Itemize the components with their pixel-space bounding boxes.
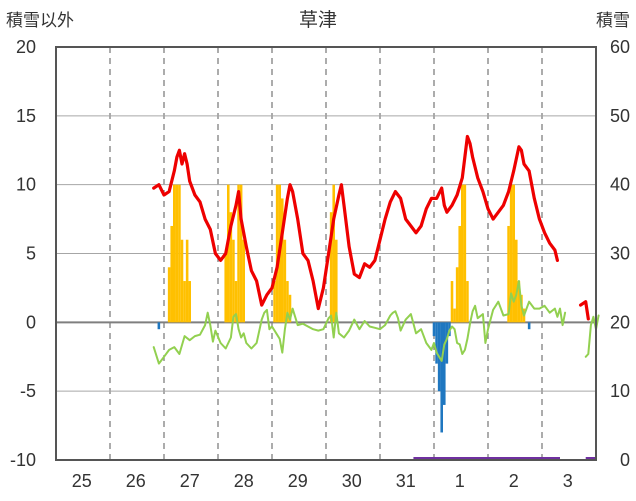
snowfall-bar [453, 308, 456, 323]
snowfall-bar [273, 281, 276, 323]
snow_depth-line [152, 134, 560, 311]
right-tick-label: 10 [610, 381, 630, 401]
left-tick-label: 10 [16, 175, 36, 195]
snowfall-bar [512, 184, 515, 323]
precipitation-bar [440, 322, 443, 433]
precipitation-bar [432, 322, 436, 337]
right-tick-label: 0 [620, 450, 630, 470]
snowfall-bar [185, 239, 189, 323]
precipitation-bar [445, 322, 449, 364]
snowfall-bar [507, 225, 510, 323]
x-tick-label: 28 [234, 471, 254, 491]
snowfall-bar [234, 281, 238, 323]
precipitation-bar [443, 322, 446, 405]
left-tick-label: 5 [26, 244, 36, 264]
snowfall-bar [170, 225, 173, 323]
snowfall-bar [178, 184, 181, 323]
snowfall-bar [332, 184, 335, 323]
chart-title: 草津 [299, 9, 337, 31]
snowfall-bar [335, 239, 338, 323]
snowfall-bar [175, 184, 179, 323]
snowfall-bar [286, 281, 289, 323]
x-tick-label: 30 [342, 471, 362, 491]
snowfall-bar [515, 239, 518, 323]
plot-frame [55, 46, 597, 461]
left-tick-label: 15 [16, 106, 36, 126]
left-tick-label: 20 [16, 37, 36, 57]
snowfall-bar [227, 184, 230, 323]
sunshine-band [585, 457, 596, 460]
snowfall-bar [455, 267, 459, 323]
right-tick-label: 20 [610, 312, 630, 332]
sunshine-band [413, 457, 560, 460]
precipitation-bar [157, 322, 161, 330]
x-tick-label: 3 [563, 471, 573, 491]
snowfall-bar [180, 239, 184, 323]
snowfall-bar [239, 184, 243, 323]
snowfall-bar [167, 267, 171, 323]
snowfall-bar [509, 184, 513, 323]
left-axis-label: 積雪以外 [6, 11, 74, 30]
snowfall-bar [242, 239, 245, 323]
snowfall-bar [466, 281, 469, 323]
precipitation-bar [435, 322, 438, 364]
x-tick-label: 25 [72, 471, 92, 491]
snowfall-bar [463, 184, 467, 323]
x-tick-label: 27 [180, 471, 200, 491]
snowfall-bar [450, 281, 454, 323]
snowfall-bar [237, 184, 240, 323]
x-tick-label: 26 [126, 471, 146, 491]
x-tick-label: 1 [455, 471, 465, 491]
snowfall-bar [288, 294, 292, 323]
snowfall-bar [232, 239, 235, 323]
right-axis-label: 積雪 [596, 11, 630, 30]
x-tick-label: 2 [509, 471, 519, 491]
right-tick-label: 40 [610, 175, 630, 195]
snowfall-bar [458, 225, 461, 323]
left-tick-label: -5 [20, 381, 36, 401]
snowfall-bar [229, 212, 233, 323]
snowfall-bar [224, 253, 227, 323]
snowfall-bar [275, 184, 279, 323]
right-tick-label: 60 [610, 37, 630, 57]
snowfall-bar [188, 281, 191, 323]
lines-layer [152, 134, 600, 365]
frame-layer [55, 46, 597, 461]
x-tick-label: 29 [288, 471, 308, 491]
bars-layer [157, 184, 596, 460]
snowfall-bar [329, 212, 333, 323]
right-tick-label: 50 [610, 106, 630, 126]
precipitation-bar [527, 322, 531, 330]
left-tick-label: -10 [10, 450, 36, 470]
snowfall-bar [173, 184, 176, 323]
temperature-line [152, 280, 567, 365]
right-tick-label: 30 [610, 244, 630, 264]
snowfall-bar [283, 239, 287, 323]
snowfall-bar [461, 184, 464, 323]
snowfall-bar [517, 281, 521, 323]
left-tick-label: 0 [26, 312, 36, 332]
snowfall-bar [281, 198, 284, 323]
snowfall-bar [183, 281, 186, 323]
snow_depth-line [578, 300, 590, 321]
x-tick-label: 31 [396, 471, 416, 491]
